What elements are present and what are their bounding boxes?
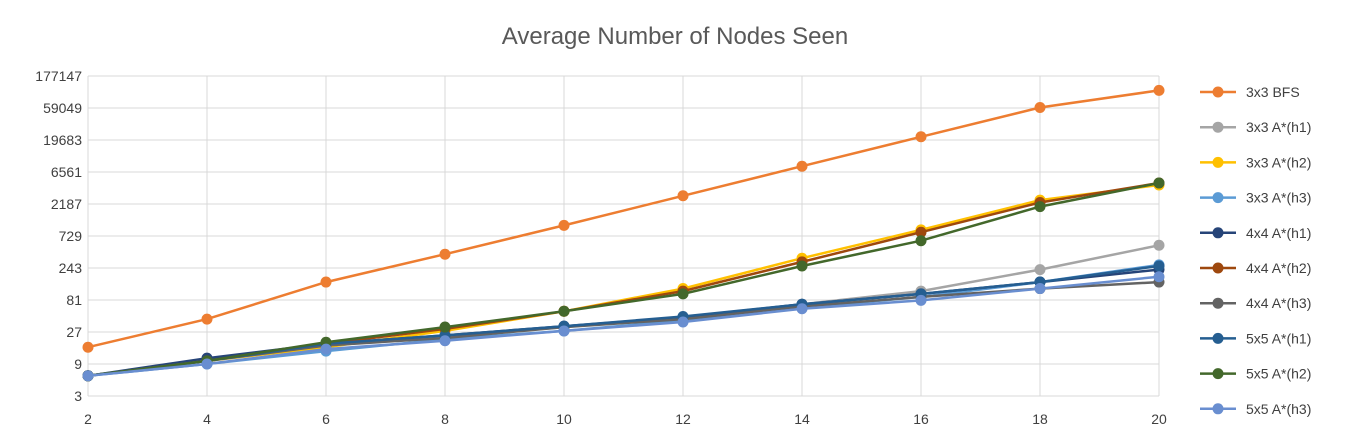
legend-entry: 3x3 A*(h1) xyxy=(1200,119,1311,135)
legend-entry: 5x5 A*(h3) xyxy=(1200,401,1311,417)
grid xyxy=(87,75,1160,397)
legend-marker xyxy=(1212,121,1224,133)
x-tick-label: 8 xyxy=(441,411,449,427)
chart-title: Average Number of Nodes Seen xyxy=(502,23,848,50)
legend-marker xyxy=(1212,403,1224,415)
data-point xyxy=(915,131,927,143)
series-9 xyxy=(82,271,1165,382)
x-tick-label: 14 xyxy=(794,411,810,427)
legend-marker xyxy=(1212,332,1224,344)
data-point xyxy=(1153,84,1165,96)
data-point xyxy=(439,335,451,347)
legend-label: 3x3 BFS xyxy=(1246,84,1300,100)
x-tick-label: 10 xyxy=(556,411,572,427)
legend-entry: 4x4 A*(h2) xyxy=(1200,260,1311,276)
data-point xyxy=(1034,264,1046,276)
data-point xyxy=(677,190,689,202)
y-tick-label: 3 xyxy=(74,388,82,404)
x-tick-label: 18 xyxy=(1032,411,1048,427)
y-tick-label: 729 xyxy=(59,228,83,244)
data-point xyxy=(439,321,451,333)
y-tick-label: 243 xyxy=(59,260,83,276)
series-line xyxy=(87,89,1160,349)
data-point xyxy=(796,260,808,272)
legend-entry: 3x3 A*(h3) xyxy=(1200,190,1311,206)
legend-label: 4x4 A*(h2) xyxy=(1246,260,1311,276)
legend-marker xyxy=(1212,156,1224,168)
data-point xyxy=(558,305,570,317)
data-point xyxy=(82,370,94,382)
data-point xyxy=(677,288,689,300)
legend-label: 3x3 A*(h2) xyxy=(1246,154,1311,170)
data-point xyxy=(1034,102,1046,114)
legend-label: 5x5 A*(h2) xyxy=(1246,366,1311,382)
legend-label: 4x4 A*(h1) xyxy=(1246,225,1311,241)
y-tick-label: 27 xyxy=(66,324,82,340)
data-point xyxy=(677,316,689,328)
data-point xyxy=(915,226,927,238)
legend-entry: 4x4 A*(h3) xyxy=(1200,295,1311,311)
series-8 xyxy=(82,177,1165,382)
data-point xyxy=(1153,177,1165,189)
data-point xyxy=(82,341,94,353)
legend-marker xyxy=(1212,297,1224,309)
data-point xyxy=(796,160,808,172)
legend-marker xyxy=(1212,86,1224,98)
series-5 xyxy=(82,177,1165,382)
series-line xyxy=(87,280,1160,378)
series-line xyxy=(87,181,1160,378)
data-point xyxy=(201,358,213,370)
data-point xyxy=(201,313,213,325)
data-point xyxy=(1153,260,1165,272)
legend-entry: 5x5 A*(h1) xyxy=(1200,330,1311,346)
legend-marker xyxy=(1212,368,1224,380)
legend: 3x3 BFS 3x3 A*(h1) 3x3 A*(h2) 3x3 A*(h3) 4x4… xyxy=(1200,84,1311,417)
y-tick-label: 6561 xyxy=(51,164,82,180)
series-layer xyxy=(82,84,1165,382)
legend-marker xyxy=(1212,227,1224,239)
data-point xyxy=(915,294,927,306)
y-tick-label: 81 xyxy=(66,292,82,308)
series-line xyxy=(87,275,1160,378)
data-point xyxy=(1153,239,1165,251)
legend-label: 5x5 A*(h1) xyxy=(1246,330,1311,346)
legend-entry: 5x5 A*(h2) xyxy=(1200,366,1311,382)
axes: 3 9 27 81 243 729 2187 6561 19683 59049 177147 2 4 6 8… xyxy=(35,68,1167,427)
data-point xyxy=(320,276,332,288)
legend-entry: 3x3 A*(h2) xyxy=(1200,154,1311,170)
legend-entry: 3x3 BFS xyxy=(1200,84,1300,100)
legend-label: 3x3 A*(h1) xyxy=(1246,119,1311,135)
legend-entry: 4x4 A*(h1) xyxy=(1200,225,1311,241)
x-tick-label: 2 xyxy=(84,411,92,427)
legend-label: 5x5 A*(h3) xyxy=(1246,401,1311,417)
data-point xyxy=(558,325,570,337)
x-tick-label: 16 xyxy=(913,411,929,427)
y-tick-label: 2187 xyxy=(51,196,82,212)
x-tick-label: 6 xyxy=(322,411,330,427)
data-point xyxy=(439,248,451,260)
y-tick-label: 59049 xyxy=(43,100,82,116)
data-point xyxy=(1034,283,1046,295)
data-point xyxy=(796,303,808,315)
data-point xyxy=(915,235,927,247)
x-tick-label: 4 xyxy=(203,411,211,427)
y-tick-label: 177147 xyxy=(35,68,82,84)
legend-marker xyxy=(1212,262,1224,274)
data-point xyxy=(1034,201,1046,213)
data-point xyxy=(558,219,570,231)
series-7 xyxy=(82,260,1165,382)
x-tick-label: 12 xyxy=(675,411,691,427)
series-0 xyxy=(82,84,1165,353)
data-point xyxy=(1153,271,1165,283)
series-line xyxy=(87,181,1160,378)
data-point xyxy=(320,343,332,355)
x-tick-label: 20 xyxy=(1151,411,1167,427)
legend-marker xyxy=(1212,192,1224,204)
y-tick-label: 19683 xyxy=(43,132,82,148)
legend-label: 4x4 A*(h3) xyxy=(1246,295,1311,311)
y-tick-label: 9 xyxy=(74,356,82,372)
legend-label: 3x3 A*(h3) xyxy=(1246,190,1311,206)
